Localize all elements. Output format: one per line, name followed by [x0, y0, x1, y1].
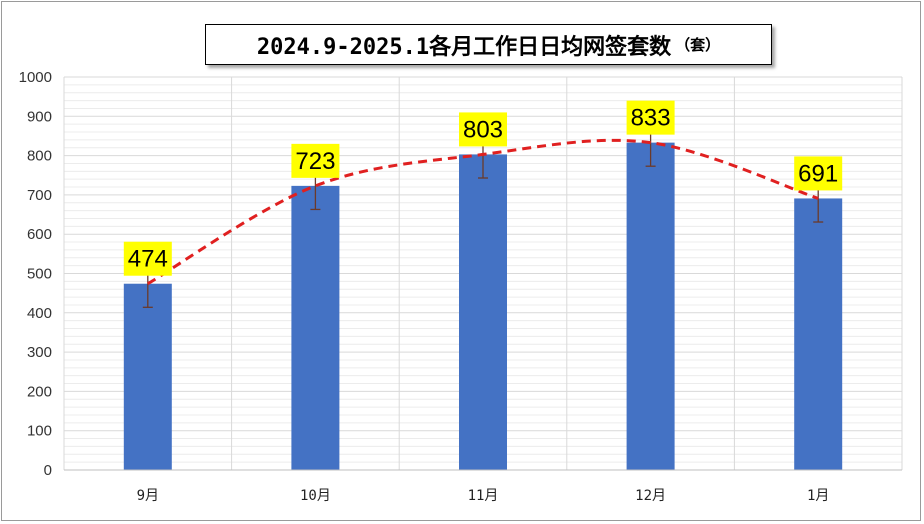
data-label: 803: [463, 116, 503, 143]
bar: [123, 283, 172, 470]
trendline: [147, 138, 819, 286]
data-label-background: [123, 241, 172, 276]
y-tick-label: 800: [27, 148, 52, 165]
y-tick-label: 1000: [19, 69, 52, 86]
data-labels: 474 723 803 833 691: [123, 100, 843, 276]
bar: [291, 185, 340, 470]
trendline-path: [147, 138, 819, 286]
data-label: 723: [295, 148, 335, 175]
y-tick-label: 600: [27, 226, 52, 243]
y-tick-label: 900: [27, 108, 52, 125]
axes: 0 100 200 300 400 500 600 700 800 900 1000 9月 10月 11月…: [19, 69, 902, 504]
data-label: 474: [128, 246, 168, 273]
x-tick-label: 9月: [137, 488, 159, 504]
x-tick-label: 12月: [635, 488, 666, 504]
chart-title-unit: （套）: [675, 36, 721, 54]
y-tick-label: 100: [27, 423, 52, 440]
y-tick-label: 200: [27, 383, 52, 400]
y-tick-label: 300: [27, 344, 52, 361]
bars: [123, 142, 843, 471]
bar: [459, 154, 507, 470]
y-tick-label: 500: [27, 266, 52, 283]
y-tick-label: 700: [27, 187, 52, 204]
data-label-background: [626, 100, 675, 135]
data-label-background: [291, 143, 340, 178]
chart-title: 2024.9-2025.1各月工作日日均网签套数: [256, 34, 672, 60]
x-tick-label: 1月: [807, 488, 829, 504]
data-label-background: [794, 156, 843, 191]
data-label-background: [459, 112, 507, 147]
x-tick-label: 11月: [468, 488, 499, 504]
y-tick-label: 400: [27, 305, 52, 322]
data-label: 691: [798, 160, 838, 187]
chart-title-box: 2024.9-2025.1各月工作日日均网签套数 （套）: [205, 24, 772, 65]
bar: [626, 142, 675, 471]
bar: [794, 198, 843, 470]
y-tick-label: 0: [44, 462, 52, 479]
x-tick-label: 10月: [300, 488, 331, 504]
data-label: 833: [631, 105, 671, 132]
